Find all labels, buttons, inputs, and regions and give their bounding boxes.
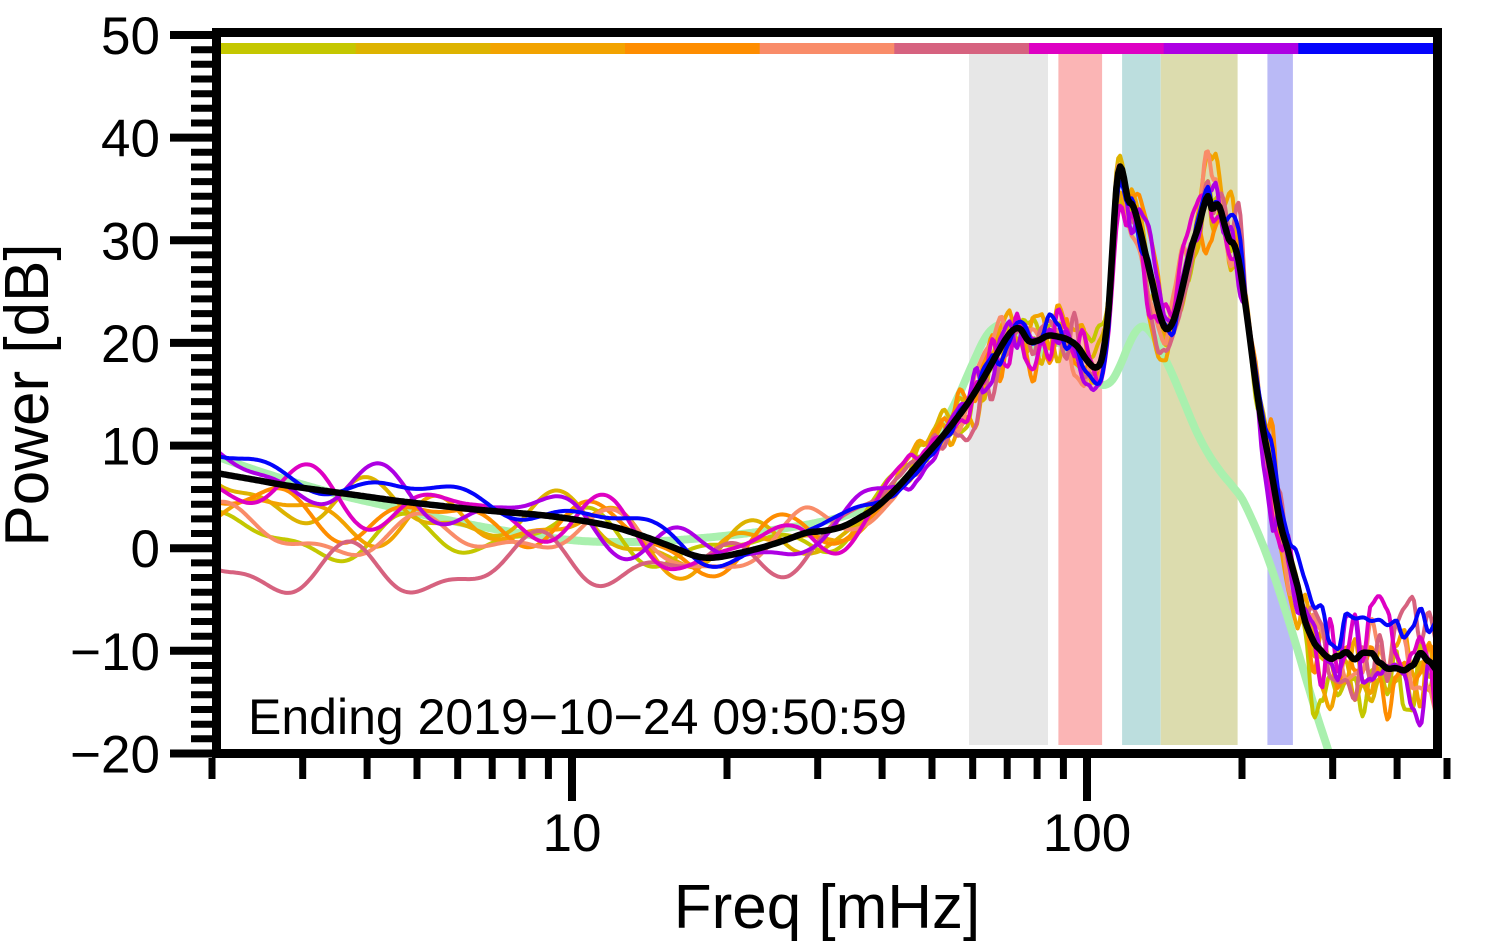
axis-ticks — [170, 31, 1451, 801]
colorbar-segment-9 — [1298, 43, 1434, 54]
y-tick-label: −20 — [70, 726, 160, 785]
y-tick-label: 30 — [101, 212, 160, 271]
colorbar-segment-7 — [1029, 43, 1165, 54]
y-tick-label: 0 — [131, 520, 160, 579]
colorbar-segment-3 — [490, 43, 626, 54]
colorbar-segment-5 — [759, 43, 895, 54]
window-5-line — [221, 149, 1433, 711]
band-teal — [1122, 54, 1161, 745]
y-tick-label: 10 — [101, 418, 160, 477]
mean-spectrum-line — [221, 163, 1433, 674]
y-tick-label: 20 — [101, 315, 160, 374]
time-window-colorbar — [221, 43, 1434, 54]
shaded-frequency-bands — [969, 54, 1293, 745]
window-9-line — [221, 179, 1433, 651]
window-1-line — [221, 179, 1433, 720]
window-6-line — [221, 169, 1433, 702]
window-2-line — [221, 153, 1433, 706]
x-axis-title: Freq [mHz] — [674, 873, 981, 942]
window-7-line — [221, 190, 1433, 709]
colorbar-segment-1 — [221, 43, 357, 54]
band-pink — [1058, 54, 1103, 745]
band-periwinkle — [1267, 54, 1293, 745]
y-axis-title: Power [dB] — [0, 243, 62, 546]
ending-time-annotation: Ending 2019−10−24 09:50:59 — [248, 689, 907, 745]
colorbar-segment-2 — [355, 43, 491, 54]
y-tick-label: 40 — [101, 110, 160, 169]
x-tick-label: 100 — [1043, 804, 1131, 863]
spectra-curves — [221, 149, 1433, 749]
y-tick-label: 50 — [101, 7, 160, 66]
x-tick-label: 10 — [543, 804, 602, 863]
y-tick-label: −10 — [70, 623, 160, 682]
window-8-line — [221, 164, 1433, 728]
band-olive — [1160, 54, 1238, 745]
plot-border — [212, 28, 1442, 758]
colorbar-segment-8 — [1163, 43, 1299, 54]
window-3-line — [221, 151, 1433, 712]
window-4-line — [221, 174, 1433, 722]
colorbar-segment-4 — [625, 43, 761, 54]
colorbar-segment-6 — [894, 43, 1030, 54]
